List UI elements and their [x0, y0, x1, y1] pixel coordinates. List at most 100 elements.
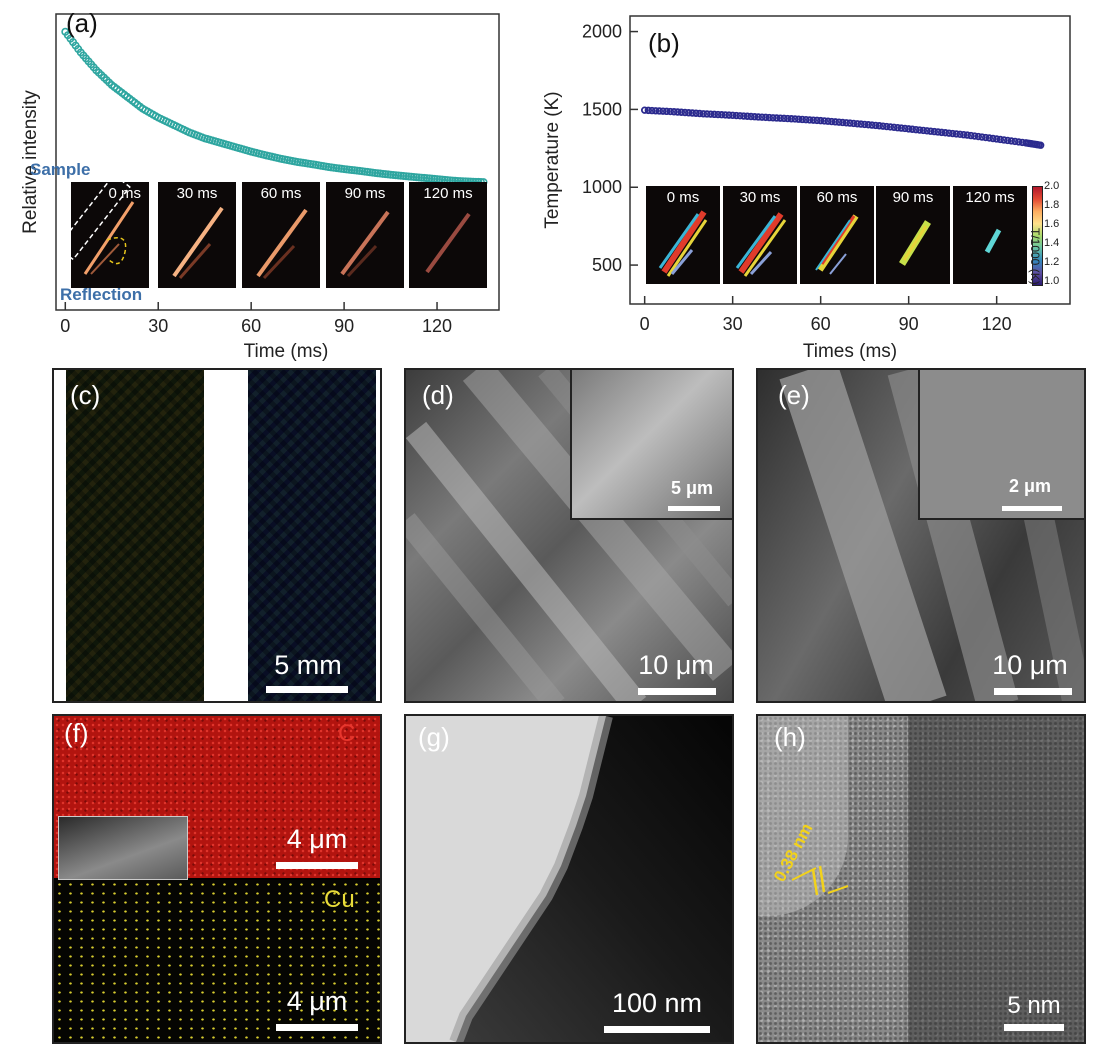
- panel-b-frame-label: 0 ms: [666, 189, 700, 206]
- panel-b-data-point: [747, 112, 755, 121]
- panel-h-scale-label: 5 nm: [1007, 992, 1061, 1019]
- panel-b-data-point: [842, 119, 851, 127]
- panel-f-sem-inset: [58, 816, 188, 880]
- panel-b-data-point: [864, 121, 873, 129]
- panel-b-data-point: [934, 128, 942, 136]
- panel-b-data-point: [912, 125, 920, 134]
- panel-e-sem: 2 μm (e) 10 μm: [756, 368, 1086, 703]
- panel-b-data-point: [967, 131, 975, 140]
- panel-b-data-point: [897, 124, 906, 132]
- panel-b-frame-label: 60 ms: [816, 189, 858, 206]
- panel-b-data-point: [846, 119, 854, 127]
- panel-b-data-point: [882, 122, 891, 131]
- panel-b-frame-label: 30 ms: [739, 189, 781, 206]
- panel-a-y-axis-label: Relative intensity: [20, 90, 41, 234]
- panel-e-inset-scale-bar: [1002, 506, 1062, 511]
- panel-b-data-point: [640, 106, 649, 114]
- panel-b-data-point: [813, 116, 821, 125]
- panel-b-data-point: [659, 107, 667, 115]
- panel-b-data-point: [1014, 138, 1023, 146]
- panel-a-frame-0ms: 0 ms: [71, 182, 149, 288]
- panel-b-data-point: [714, 110, 722, 119]
- panel-b-data-point: [728, 111, 737, 120]
- panel-b-data-point: [831, 118, 840, 126]
- panel-g-tem: (g) 100 nm: [404, 714, 734, 1044]
- panel-a-frame-label: 60 ms: [260, 185, 302, 202]
- panel-g-label: (g): [418, 722, 450, 752]
- panel-b-data-point: [919, 126, 928, 135]
- panel-b-data-point: [743, 112, 752, 120]
- panel-h-hrtem: (h) 0.38 nm 5 nm: [756, 714, 1086, 1044]
- panel-a-frame-label: 30 ms: [176, 185, 218, 202]
- panel-b-data-point: [981, 133, 990, 142]
- panel-b-data-point: [930, 127, 939, 136]
- panel-h-dark-region: [908, 716, 1084, 1042]
- panel-b-plot-frame: [629, 15, 1071, 305]
- panel-b-data-point: [978, 133, 986, 141]
- panel-g-scale-bar: [604, 1026, 710, 1033]
- panel-c-scale-bar: [266, 686, 348, 693]
- panel-e-scale-bar: [994, 688, 1072, 695]
- panel-b-data-point: [798, 115, 807, 124]
- panel-b-data-point: [835, 118, 843, 126]
- panel-b-data-point: [853, 120, 862, 128]
- panel-b-frame-label: 120 ms: [965, 189, 1015, 206]
- panel-b-data-point: [805, 116, 814, 124]
- panel-b-data-point: [879, 122, 887, 130]
- panel-b-data-point: [1036, 141, 1045, 149]
- panel-f-carbon-label: C: [338, 720, 356, 747]
- panel-b-x-tick-label: 90: [899, 314, 919, 334]
- panel-b-y-axis-label: Temperature (K): [542, 91, 563, 228]
- panel-f-label: (f): [64, 718, 89, 748]
- panel-c-scale-label: 5 mm: [274, 650, 342, 680]
- panel-a-x-tick-label: 120: [422, 316, 452, 336]
- panel-b-data-point: [1000, 136, 1008, 144]
- panel-b-colorbar-tick-label: 1.4: [1044, 237, 1060, 249]
- panel-b-data-point: [959, 131, 968, 139]
- panel-b-data-point: [908, 125, 917, 133]
- panel-b-data-point: [871, 121, 880, 130]
- panel-f-copper-label: Cu: [324, 886, 355, 913]
- panel-d-inset-scale-label: 5 μm: [670, 478, 714, 498]
- panel-b-data-point: [809, 116, 818, 124]
- panel-b-colorbar-label: T/1000 (K): [1028, 228, 1042, 285]
- panel-b-data-point: [1011, 137, 1019, 146]
- panel-a-x-tick-label: 30: [148, 316, 168, 336]
- panel-b-data-point: [794, 115, 803, 123]
- panel-b-data-point: [750, 113, 759, 121]
- panel-b-x-tick-label: 0: [640, 314, 650, 334]
- panel-b-data-point: [648, 106, 656, 115]
- panel-h-label: (h): [774, 722, 806, 752]
- panel-b-data-point: [989, 134, 997, 143]
- panel-b-data-point: [662, 107, 671, 116]
- panel-d-scale-bar: [638, 688, 716, 695]
- panel-c-photo: (c) 5 mm: [52, 368, 382, 703]
- panel-b-y-tick-label: 500: [592, 255, 622, 275]
- panel-a-frame-label: 90 ms: [344, 185, 386, 202]
- panel-b-frame-0ms: 0 ms: [646, 186, 720, 284]
- panel-b-frame-120ms: 120 ms: [953, 186, 1027, 284]
- panel-g-scale-label: 100 nm: [611, 988, 703, 1018]
- panel-b-data-point: [945, 129, 953, 137]
- panel-h-scale-bar: [1004, 1024, 1064, 1031]
- panel-b-x-tick-label: 30: [723, 314, 743, 334]
- panel-b-data-point: [677, 108, 686, 116]
- panel-b-data-point: [699, 110, 708, 118]
- panel-f-copper-map: [54, 880, 380, 1042]
- panel-b-colorbar-tick-label: 1.6: [1044, 218, 1060, 230]
- panel-b-data-point: [787, 115, 796, 123]
- panel-b-colorbar-tick-label: 1.0: [1044, 275, 1060, 287]
- panel-a-x-axis-label: Time (ms): [244, 341, 329, 362]
- panel-b-data-point: [974, 132, 983, 141]
- panel-b-colorbar-tick-label: 1.8: [1044, 199, 1060, 211]
- panel-b-data-point: [673, 108, 682, 116]
- panel-b-chart: 0 30 60 90 120 500 1000 1500 2000 Temperature (K…: [542, 15, 1071, 362]
- panel-b-data-point: [824, 117, 832, 125]
- panel-b-data-point: [710, 110, 719, 119]
- panel-b-data-point: [754, 113, 763, 121]
- panel-b-data-point: [684, 109, 693, 117]
- panel-b-colorbar: [1032, 186, 1043, 286]
- fabric-strip-left: [66, 370, 204, 701]
- panel-b-data-point: [816, 116, 825, 125]
- panel-e-inset-scale-label: 2 μm: [1008, 476, 1052, 496]
